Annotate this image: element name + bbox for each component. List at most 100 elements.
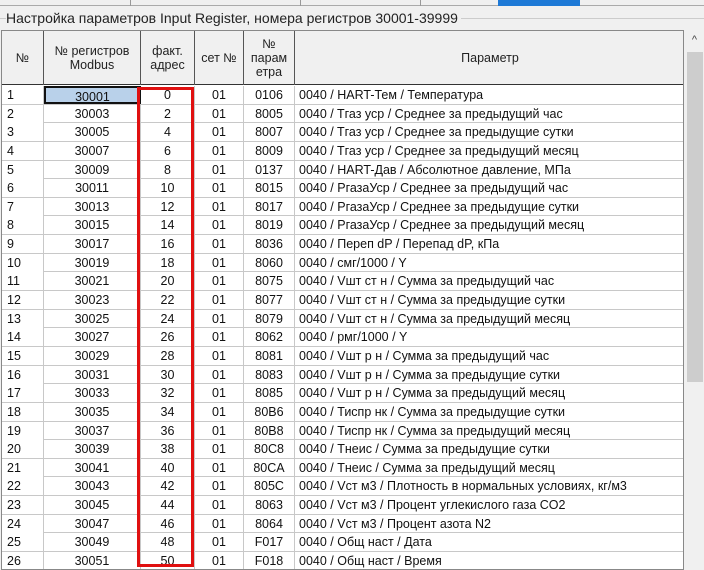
cell-num[interactable]: 4 xyxy=(2,141,44,160)
cell-param[interactable]: 0040 / Vшт ст н / Сумма за предыдущие су… xyxy=(299,293,566,308)
cell-reg[interactable]: 30041 xyxy=(44,458,141,477)
cell-fact[interactable]: 20 xyxy=(141,272,195,291)
cell-num[interactable]: 8 xyxy=(2,216,44,235)
header-set[interactable]: сет № xyxy=(195,31,244,85)
cell-num[interactable]: 2 xyxy=(2,104,44,123)
cell-set[interactable]: 01 xyxy=(195,496,244,515)
cell-num[interactable]: 13 xyxy=(2,309,44,328)
cell-num[interactable]: 1 xyxy=(2,86,44,104)
cell-param-no[interactable]: F017 xyxy=(244,533,295,552)
table-row[interactable]: 25 30049 48 01 F017 0040 / Общ наст / Дата xyxy=(2,533,683,552)
cell-set[interactable]: 01 xyxy=(195,533,244,552)
cell-num[interactable]: 23 xyxy=(2,496,44,515)
cell-num[interactable]: 11 xyxy=(2,272,44,291)
cell-reg[interactable]: 30005 xyxy=(44,123,141,142)
cell-reg[interactable]: 30029 xyxy=(44,346,141,365)
cell-param-no[interactable]: 0137 xyxy=(244,160,295,179)
table-row[interactable]: 10 30019 18 01 8060 0040 / смг/1000 / Y xyxy=(2,253,683,273)
cell-reg[interactable]: 30027 xyxy=(44,328,141,347)
cell-num[interactable]: 10 xyxy=(2,253,44,272)
header-param[interactable]: Параметр xyxy=(461,51,519,65)
table-row[interactable]: 2 30003 2 01 8005 0040 / Tгаз уср / Среднее з… xyxy=(2,104,683,124)
cell-param-no[interactable]: 8064 xyxy=(244,514,295,533)
cell-fact[interactable]: 42 xyxy=(141,477,195,496)
header-fact[interactable]: факт. адрес xyxy=(141,31,195,85)
cell-param[interactable]: 0040 / Тнеис / Сумма за предыдущие сутки xyxy=(299,442,550,457)
cell-reg[interactable]: 30019 xyxy=(44,253,141,272)
cell-num[interactable]: 3 xyxy=(2,123,44,142)
cell-param[interactable]: 0040 / PгазаУср / Среднее за предыдущие … xyxy=(299,199,580,214)
cell-param[interactable]: 0040 / Vшт р н / Сумма за предыдущий мес… xyxy=(299,386,566,401)
cell-param-no[interactable]: 805C xyxy=(244,477,295,496)
cell-fact[interactable]: 26 xyxy=(141,328,195,347)
cell-set[interactable]: 01 xyxy=(195,179,244,198)
table-row[interactable]: 6 30011 10 01 8015 0040 / PгазаУср / Среднее … xyxy=(2,179,683,198)
cell-param-no[interactable]: F018 xyxy=(244,552,295,569)
cell-reg[interactable]: 30049 xyxy=(44,533,141,552)
cell-num[interactable]: 26 xyxy=(2,552,44,569)
cell-param-no[interactable]: 8077 xyxy=(244,291,295,310)
cell-reg[interactable]: 30021 xyxy=(44,272,141,291)
cell-param-no[interactable]: 80B8 xyxy=(244,421,295,440)
chevron-up-icon[interactable]: ^ xyxy=(691,34,698,46)
table-row[interactable]: 17 30033 32 01 8085 0040 / Vшт р н / Сумма за… xyxy=(2,384,683,403)
cell-reg[interactable]: 30001 xyxy=(44,86,141,104)
cell-fact[interactable]: 40 xyxy=(141,458,195,477)
cell-param[interactable]: 0040 / Vшт р н / Сумма за предыдущие сут… xyxy=(299,367,561,382)
cell-reg[interactable]: 30013 xyxy=(44,197,141,216)
vertical-scrollbar[interactable]: ^ xyxy=(685,30,704,568)
table-row[interactable]: 1 30001 0 01 0106 0040 / HART-Тем / Температу… xyxy=(2,86,683,105)
cell-param[interactable]: 0040 / Переп dP / Перепад dP, кПа xyxy=(299,237,500,252)
cell-param[interactable]: 0040 / HART-Дав / Абсолютное давление, М… xyxy=(299,162,571,177)
header-param-no[interactable]: № парам етра xyxy=(244,31,295,85)
cell-reg[interactable]: 30017 xyxy=(44,235,141,254)
cell-param-no[interactable]: 8007 xyxy=(244,123,295,142)
cell-set[interactable]: 01 xyxy=(195,216,244,235)
cell-set[interactable]: 01 xyxy=(195,514,244,533)
cell-param[interactable]: 0040 / Тиспр нк / Сумма за предыдущие су… xyxy=(299,404,566,419)
cell-fact[interactable]: 12 xyxy=(141,197,195,216)
cell-fact[interactable]: 24 xyxy=(141,309,195,328)
cell-set[interactable]: 01 xyxy=(195,384,244,403)
cell-param[interactable]: 0040 / PгазаУср / Среднее за предыдущий … xyxy=(299,181,569,196)
table-row[interactable]: 24 30047 46 01 8064 0040 / Vст м3 / Процент а… xyxy=(2,514,683,534)
table-row[interactable]: 18 30035 34 01 80B6 0040 / Тиспр нк / Сумма з… xyxy=(2,402,683,422)
cell-set[interactable]: 01 xyxy=(195,440,244,459)
table-row[interactable]: 5 30009 8 01 0137 0040 / HART-Дав / Абсолютно… xyxy=(2,160,683,180)
cell-set[interactable]: 01 xyxy=(195,309,244,328)
cell-set[interactable]: 01 xyxy=(195,458,244,477)
cell-fact[interactable]: 28 xyxy=(141,346,195,365)
cell-num[interactable]: 9 xyxy=(2,235,44,254)
cell-fact[interactable]: 18 xyxy=(141,253,195,272)
cell-param-no[interactable]: 8075 xyxy=(244,272,295,291)
table-row[interactable]: 19 30037 36 01 80B8 0040 / Тиспр нк / Сумма з… xyxy=(2,421,683,441)
cell-num[interactable]: 21 xyxy=(2,458,44,477)
cell-param-no[interactable]: 8005 xyxy=(244,104,295,123)
cell-param-no[interactable]: 80C8 xyxy=(244,440,295,459)
cell-num[interactable]: 18 xyxy=(2,402,44,421)
cell-param-no[interactable]: 8083 xyxy=(244,365,295,384)
cell-param[interactable]: 0040 / Vшт ст н / Сумма за предыдущий ча… xyxy=(299,274,555,289)
cell-num[interactable]: 20 xyxy=(2,440,44,459)
cell-set[interactable]: 01 xyxy=(195,402,244,421)
cell-fact[interactable]: 30 xyxy=(141,365,195,384)
cell-set[interactable]: 01 xyxy=(195,141,244,160)
cell-fact[interactable]: 4 xyxy=(141,123,195,142)
cell-set[interactable]: 01 xyxy=(195,477,244,496)
table-row[interactable]: 22 30043 42 01 805C 0040 / Vст м3 / Плотность… xyxy=(2,477,683,497)
cell-fact[interactable]: 36 xyxy=(141,421,195,440)
cell-param-no[interactable]: 8063 xyxy=(244,496,295,515)
header-num[interactable]: № xyxy=(2,31,44,85)
cell-set[interactable]: 01 xyxy=(195,365,244,384)
table-row[interactable]: 14 30027 26 01 8062 0040 / рмг/1000 / Y xyxy=(2,328,683,347)
cell-reg[interactable]: 30015 xyxy=(44,216,141,235)
cell-param-no[interactable]: 8009 xyxy=(244,141,295,160)
cell-num[interactable]: 24 xyxy=(2,514,44,533)
cell-reg[interactable]: 30039 xyxy=(44,440,141,459)
cell-param-no[interactable]: 8015 xyxy=(244,179,295,198)
cell-set[interactable]: 01 xyxy=(195,197,244,216)
cell-fact[interactable]: 38 xyxy=(141,440,195,459)
cell-reg[interactable]: 30025 xyxy=(44,309,141,328)
cell-set[interactable]: 01 xyxy=(195,346,244,365)
table-row[interactable]: 8 30015 14 01 8019 0040 / PгазаУср / Среднее … xyxy=(2,216,683,236)
